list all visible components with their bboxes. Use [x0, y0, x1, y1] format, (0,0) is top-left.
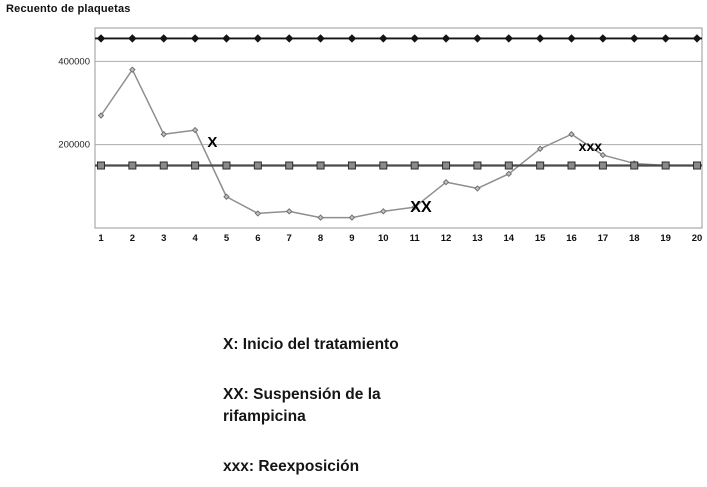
svg-text:15: 15 [535, 233, 546, 244]
svg-text:6: 6 [255, 233, 260, 244]
svg-text:7: 7 [287, 233, 292, 244]
svg-text:200000: 200000 [58, 140, 90, 151]
svg-text:2: 2 [130, 233, 135, 244]
svg-text:5: 5 [224, 233, 230, 244]
svg-text:3: 3 [161, 233, 166, 244]
svg-text:13: 13 [472, 233, 483, 244]
chart-title: Recuento de plaquetas [6, 3, 131, 15]
annotation-xx: XX [410, 199, 432, 216]
legend-item-inicio: X: Inicio del tratamiento [223, 336, 399, 353]
legend-item-suspension: XX: Suspensión de la rifampicina [223, 386, 381, 425]
annotation-xxx: xxx [579, 138, 603, 154]
svg-text:8: 8 [318, 233, 323, 244]
svg-text:14: 14 [504, 233, 515, 244]
svg-text:20: 20 [692, 233, 703, 244]
svg-text:1: 1 [98, 233, 104, 244]
svg-text:16: 16 [566, 233, 577, 244]
svg-text:10: 10 [378, 233, 389, 244]
svg-text:11: 11 [410, 233, 421, 244]
svg-text:12: 12 [441, 233, 452, 244]
legend-item-reexposicion: xxx: Reexposición [223, 458, 360, 475]
svg-text:4: 4 [192, 233, 198, 244]
svg-text:19: 19 [660, 233, 671, 244]
svg-text:9: 9 [349, 233, 354, 244]
svg-text:18: 18 [629, 233, 640, 244]
svg-text:400000: 400000 [58, 56, 90, 67]
svg-text:17: 17 [598, 233, 609, 244]
annotation-legend: X: Inicio del tratamiento XX: Suspensión… [223, 334, 483, 487]
annotation-x: X [207, 134, 217, 151]
